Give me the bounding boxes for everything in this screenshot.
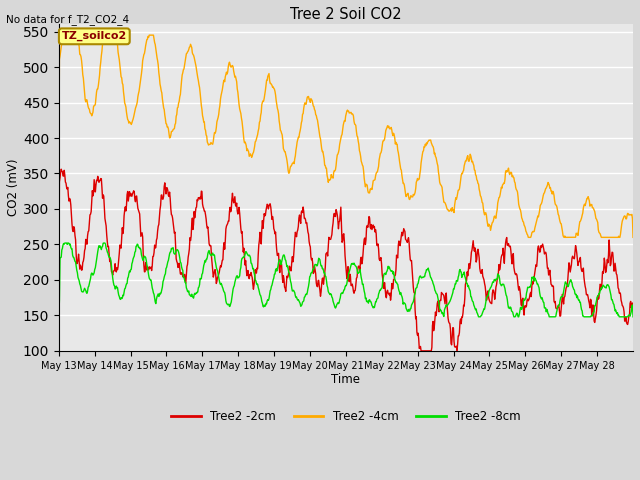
- Tree2 -8cm: [394, 281, 401, 287]
- Tree2 -4cm: [524, 234, 532, 240]
- Tree2 -8cm: [294, 297, 301, 303]
- Tree2 -8cm: [601, 285, 609, 290]
- Tree2 -4cm: [294, 137, 301, 143]
- Tree2 -2cm: [417, 348, 425, 354]
- Tree2 -4cm: [83, 97, 91, 103]
- Tree2 -2cm: [394, 255, 401, 261]
- Tree2 -8cm: [610, 301, 618, 307]
- Tree2 -8cm: [61, 240, 68, 246]
- Tree2 -4cm: [394, 147, 401, 153]
- Tree2 -2cm: [602, 270, 609, 276]
- Tree2 -4cm: [602, 234, 609, 240]
- Legend: Tree2 -2cm, Tree2 -4cm, Tree2 -8cm: Tree2 -2cm, Tree2 -4cm, Tree2 -8cm: [166, 406, 525, 428]
- Tree2 -2cm: [58, 167, 65, 172]
- Tree2 -2cm: [162, 191, 170, 197]
- Tree2 -2cm: [611, 268, 618, 274]
- Line: Tree2 -8cm: Tree2 -8cm: [59, 243, 633, 317]
- Tree2 -8cm: [162, 265, 170, 271]
- Tree2 -2cm: [83, 241, 91, 247]
- Tree2 -4cm: [629, 234, 637, 240]
- Text: No data for f_T2_CO2_4: No data for f_T2_CO2_4: [6, 14, 129, 25]
- Tree2 -2cm: [294, 227, 301, 233]
- Tree2 -8cm: [55, 314, 63, 320]
- Tree2 -2cm: [629, 302, 637, 308]
- Title: Tree 2 Soil CO2: Tree 2 Soil CO2: [290, 7, 402, 22]
- Tree2 -4cm: [55, 179, 63, 184]
- Text: TZ_soilco2: TZ_soilco2: [61, 31, 127, 41]
- Y-axis label: CO2 (mV): CO2 (mV): [7, 159, 20, 216]
- X-axis label: Time: Time: [332, 373, 360, 386]
- Tree2 -8cm: [83, 290, 91, 296]
- Tree2 -4cm: [611, 234, 618, 240]
- Line: Tree2 -2cm: Tree2 -2cm: [59, 169, 633, 351]
- Tree2 -4cm: [162, 121, 170, 127]
- Tree2 -8cm: [629, 314, 637, 320]
- Line: Tree2 -4cm: Tree2 -4cm: [59, 35, 633, 237]
- Tree2 -2cm: [55, 300, 63, 305]
- Tree2 -4cm: [59, 32, 67, 38]
